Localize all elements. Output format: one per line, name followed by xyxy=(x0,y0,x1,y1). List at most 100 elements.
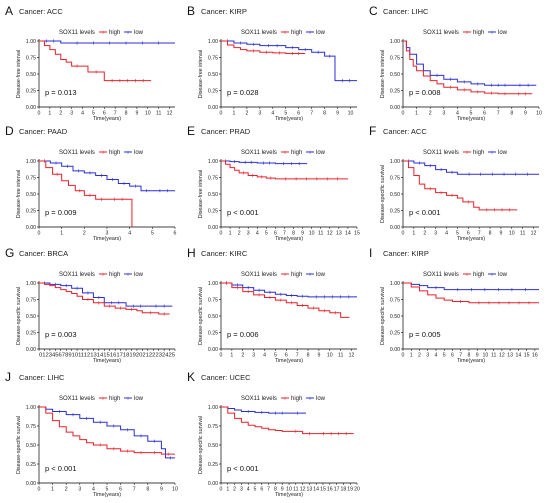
x-tick-label: 0 xyxy=(38,231,41,237)
y-tick-label: 0.50 xyxy=(390,192,400,198)
x-tick-label: 9 xyxy=(524,111,527,117)
x-tick-label: 6 xyxy=(451,353,454,359)
cancer-title: Cancer: PAAD xyxy=(19,127,68,136)
y-tick-label: 1.00 xyxy=(208,39,218,45)
x-tick-label: 4 xyxy=(92,487,95,493)
legend-low-cross: + xyxy=(490,30,494,36)
x-tick-label: 1 xyxy=(51,487,54,493)
panel-letter: C xyxy=(369,4,378,18)
x-tick-label: 2 xyxy=(418,353,421,359)
legend-high-cross: + xyxy=(465,30,469,36)
x-tick-label: 17 xyxy=(334,487,340,493)
y-tick-label: 0.75 xyxy=(26,175,36,181)
panel-letter: K xyxy=(187,370,195,384)
y-tick-label: 0.50 xyxy=(26,314,36,320)
p-value: p < 0.001 xyxy=(409,208,441,217)
y-axis-label: Disease-specific survival xyxy=(16,287,22,345)
panel-letter: H xyxy=(187,246,196,260)
x-tick-label: 2 xyxy=(245,111,248,117)
x-tick-label: 1 xyxy=(60,231,63,237)
x-tick-label: 3 xyxy=(240,487,243,493)
x-tick-label: 12 xyxy=(327,231,333,237)
x-axis-label: Time(years) xyxy=(275,492,303,498)
y-tick-label: 0.25 xyxy=(390,208,400,214)
y-tick-label: 0.25 xyxy=(208,330,218,336)
survival-curve-low xyxy=(39,406,175,459)
legend-low-label: low xyxy=(316,272,326,278)
x-tick-label: 3 xyxy=(258,111,261,117)
y-tick-label: 0.50 xyxy=(208,443,218,449)
x-tick-label: 14 xyxy=(313,487,319,493)
x-axis-label: Time(years) xyxy=(275,116,303,122)
y-tick-label: 0.25 xyxy=(208,462,218,468)
legend: SOX11 levels + high + low xyxy=(241,30,326,36)
x-tick-label: 11 xyxy=(293,487,298,493)
y-tick-label: 0.50 xyxy=(26,192,36,198)
x-tick-label: 3 xyxy=(78,487,81,493)
x-tick-label: 7 xyxy=(497,111,500,117)
y-tick-label: 0.00 xyxy=(26,347,36,353)
legend-title: SOX11 levels xyxy=(59,30,95,36)
x-tick-label: 10 xyxy=(327,353,333,359)
y-tick-label: 0.50 xyxy=(390,72,400,78)
cancer-title: Cancer: KIRP xyxy=(383,249,429,258)
p-value: p = 0.006 xyxy=(227,330,259,339)
x-tick-label: 14 xyxy=(516,353,522,359)
legend-low-cross: + xyxy=(308,272,312,278)
legend-low-label: low xyxy=(134,396,144,402)
p-value: p = 0.003 xyxy=(45,330,77,339)
cancer-title: Cancer: LIHC xyxy=(383,7,429,16)
x-tick-label: 9 xyxy=(336,111,339,117)
x-tick-label: 7 xyxy=(296,353,299,359)
legend-low-label: low xyxy=(498,272,508,278)
y-tick-label: 1.00 xyxy=(208,405,218,411)
legend-low-label: low xyxy=(134,272,144,278)
panel-letter: A xyxy=(5,4,13,18)
x-tick-label: 5 xyxy=(443,353,446,359)
cancer-title: Cancer: LIHC xyxy=(19,373,65,382)
x-tick-label: 5 xyxy=(284,111,287,117)
x-tick-label: 6 xyxy=(483,111,486,117)
y-tick-label: 0.00 xyxy=(208,105,218,111)
x-tick-label: 8 xyxy=(510,111,513,117)
y-tick-label: 0.00 xyxy=(208,347,218,353)
legend-high-cross: + xyxy=(465,150,469,156)
survival-curve-high xyxy=(403,160,518,211)
x-tick-label: 0 xyxy=(220,231,223,237)
survival-curve-low xyxy=(221,282,357,298)
x-tick-label: 10 xyxy=(483,353,489,359)
legend: SOX11 levels + high + low xyxy=(423,150,508,156)
x-tick-label: 4 xyxy=(271,111,274,117)
y-tick-label: 0.75 xyxy=(390,55,400,61)
y-tick-label: 0.50 xyxy=(26,443,36,449)
x-tick-label: 18 xyxy=(341,487,347,493)
panel-letter: G xyxy=(5,246,14,260)
panel-g: G Cancer: BRCA SOX11 levels + high + low 0.00 0.… xyxy=(5,246,176,364)
legend-low-cross: + xyxy=(308,30,312,36)
x-tick-labels: 0123456789101112131415161718192021222324… xyxy=(39,353,175,359)
x-tick-label: 3 xyxy=(252,353,255,359)
x-tick-label: 6 xyxy=(119,487,122,493)
legend-high-label: high xyxy=(291,272,302,278)
x-tick-label: 2 xyxy=(65,487,68,493)
y-tick-label: 0.75 xyxy=(26,55,36,61)
survival-curve-low xyxy=(39,40,175,44)
y-tick-label: 0.75 xyxy=(208,424,218,430)
x-tick-label: 13 xyxy=(336,231,342,237)
y-tick-label: 0.50 xyxy=(208,192,218,198)
x-tick-label: 10 xyxy=(348,111,354,117)
panel-f: F Cancer: ACC SOX11 levels + high + low 0.00 0.2… xyxy=(369,124,539,242)
x-axis-label: Time(years) xyxy=(457,116,485,122)
legend-high-cross: + xyxy=(101,396,105,402)
x-tick-label: 0 xyxy=(402,231,405,237)
survival-curve-high xyxy=(403,40,533,95)
panel-b: B Cancer: KIRP SOX11 levels + high + low 0.00 0.… xyxy=(187,4,357,122)
x-tick-label: 9 xyxy=(160,487,163,493)
x-axis-label: Time(years) xyxy=(275,358,303,364)
y-tick-label: 0.50 xyxy=(26,72,36,78)
legend-high-cross: + xyxy=(101,30,105,36)
x-tick-label: 2 xyxy=(59,111,62,117)
legend: SOX11 levels + high + low xyxy=(59,272,144,278)
y-tick-label: 0.00 xyxy=(26,225,36,231)
legend-title: SOX11 levels xyxy=(241,272,277,278)
